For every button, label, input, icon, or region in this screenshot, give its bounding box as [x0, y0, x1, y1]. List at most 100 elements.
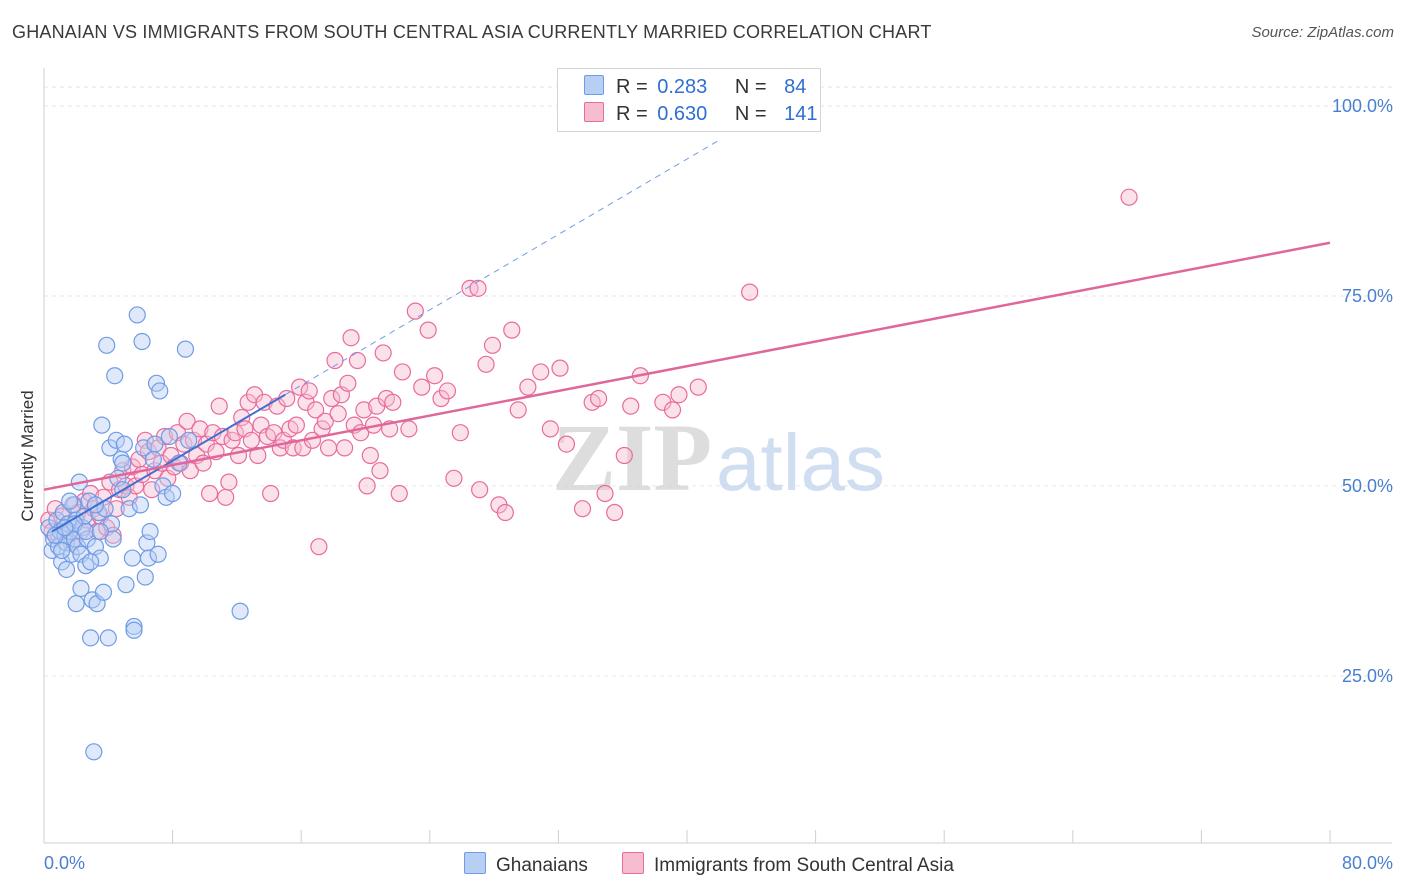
point-immigrants: [326, 351, 344, 370]
point-ghanaians: [67, 595, 85, 613]
legend-swatch-pink: [622, 852, 644, 874]
point-ghanaians: [106, 367, 124, 385]
point-immigrants: [200, 484, 219, 503]
point-ghanaians: [128, 306, 146, 324]
point-ghanaians: [125, 617, 143, 636]
point-immigrants: [406, 302, 424, 320]
point-immigrants: [342, 329, 360, 347]
y-tick-label: 75.0%: [1342, 286, 1393, 306]
point-ghanaians: [123, 549, 142, 567]
legend-swatch-pink: [584, 102, 604, 122]
point-ghanaians: [231, 602, 249, 620]
point-immigrants: [393, 363, 412, 381]
legend-r-label: R =: [616, 76, 648, 98]
point-ghanaians: [93, 416, 111, 434]
point-immigrants: [426, 367, 444, 385]
legend-r-label: R =: [616, 103, 648, 125]
point-immigrants: [532, 363, 550, 381]
point-ghanaians: [180, 431, 198, 449]
legend-r-value: 0.283: [657, 76, 708, 98]
point-immigrants: [390, 484, 408, 503]
series-legend: Ghanaians Immigrants from South Central …: [0, 852, 1406, 878]
point-ghanaians: [72, 579, 90, 598]
point-immigrants: [503, 321, 521, 339]
point-ghanaians: [151, 382, 169, 400]
gridlines: [44, 86, 1392, 677]
point-immigrants: [191, 420, 209, 438]
point-immigrants: [509, 401, 527, 419]
point-immigrants: [229, 446, 248, 465]
series-pink-points: [40, 188, 1138, 556]
stats-legend: R = 0.283 N = 84 R = 0.630 N = 141: [557, 68, 821, 132]
point-ghanaians: [107, 431, 125, 449]
point-immigrants: [374, 344, 392, 362]
point-immigrants: [210, 397, 228, 415]
legend-r-value: 0.630: [657, 103, 708, 125]
y-axis-label: Currently Married: [18, 390, 37, 521]
point-ghanaians: [125, 621, 143, 639]
point-immigrants: [1120, 188, 1138, 206]
point-immigrants: [262, 484, 280, 503]
point-ghanaians: [146, 435, 164, 453]
point-immigrants: [573, 500, 592, 518]
point-ghanaians: [136, 568, 154, 586]
y-tick-labels: 25.0% 50.0% 75.0% 100.0%: [1332, 96, 1393, 686]
point-immigrants: [358, 477, 376, 495]
point-immigrants: [451, 424, 469, 442]
point-immigrants: [300, 382, 318, 400]
point-immigrants: [557, 435, 576, 453]
point-ghanaians: [104, 530, 122, 548]
point-ghanaians: [57, 560, 76, 579]
point-immigrants: [178, 412, 196, 430]
legend-n-label: N =: [734, 76, 767, 98]
point-immigrants: [413, 378, 431, 396]
legend-label-ghanaians: Ghanaians: [496, 855, 588, 876]
point-ghanaians: [61, 492, 79, 510]
point-ghanaians: [176, 340, 195, 358]
legend-row-immigrants: R = 0.630 N = 141: [584, 102, 818, 128]
point-immigrants: [419, 321, 437, 339]
point-immigrants: [541, 420, 559, 438]
point-immigrants: [663, 401, 682, 419]
legend-item-immigrants[interactable]: Immigrants from South Central Asia: [622, 852, 954, 877]
point-ghanaians: [91, 549, 109, 567]
point-ghanaians: [114, 454, 132, 472]
y-tick-label: 25.0%: [1342, 666, 1393, 686]
legend-n-label: N =: [734, 103, 767, 125]
legend-n-value: 84: [784, 76, 807, 98]
point-immigrants: [384, 393, 402, 411]
point-ghanaians: [99, 629, 117, 647]
point-immigrants: [242, 431, 260, 449]
point-immigrants: [471, 481, 489, 499]
point-immigrants: [336, 439, 354, 457]
legend-swatch-blue: [464, 852, 486, 874]
legend-item-ghanaians[interactable]: Ghanaians: [464, 852, 588, 877]
point-immigrants: [670, 386, 688, 404]
point-immigrants: [483, 336, 502, 354]
point-ghanaians: [117, 576, 135, 594]
point-immigrants: [355, 401, 373, 419]
legend-swatch-blue: [584, 75, 604, 95]
point-ghanaians: [149, 545, 167, 563]
point-immigrants: [469, 279, 487, 297]
point-ghanaians: [144, 450, 162, 468]
point-immigrants: [438, 382, 457, 400]
point-immigrants: [329, 405, 347, 423]
point-ghanaians: [85, 743, 103, 761]
point-ghanaians: [131, 496, 150, 514]
point-immigrants: [287, 416, 305, 434]
point-ghanaians: [139, 549, 158, 567]
x-tick-label-max: 80.0%: [1342, 853, 1393, 873]
point-ghanaians: [53, 541, 71, 560]
point-immigrants: [290, 378, 309, 396]
point-ghanaians: [82, 553, 100, 571]
source-label: Source: ZipAtlas.com: [1251, 24, 1394, 41]
point-immigrants: [741, 283, 759, 301]
series-blue-points: [40, 306, 249, 761]
point-immigrants: [371, 462, 389, 480]
point-ghanaians: [82, 629, 100, 647]
point-immigrants: [551, 359, 569, 377]
legend-row-ghanaians: R = 0.283 N = 84: [584, 75, 806, 101]
trend-line-ghanaians-extension: [284, 139, 720, 396]
